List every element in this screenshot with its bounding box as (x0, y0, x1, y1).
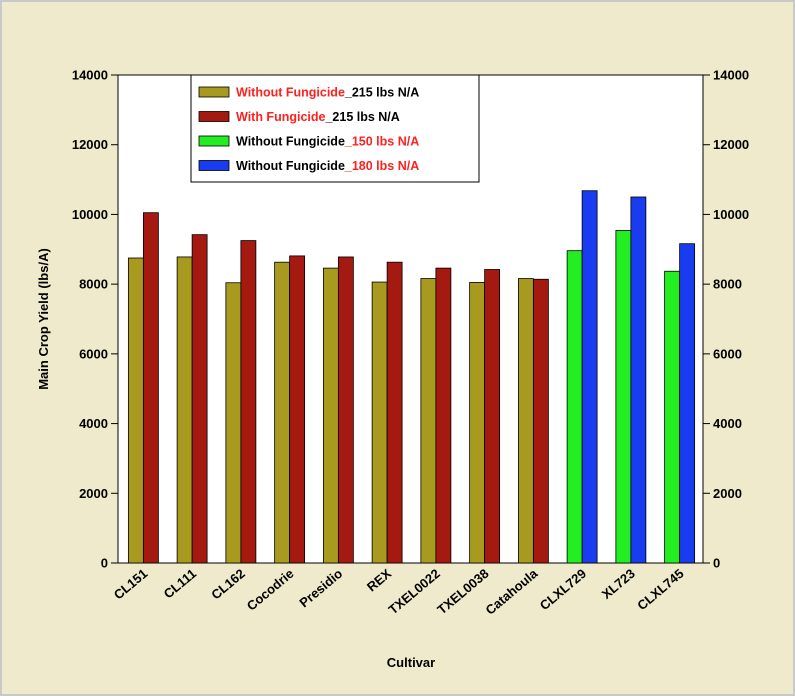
y-axis-title: Main Crop Yield (lbs/A) (36, 248, 51, 390)
legend-text-part: Without Fungicide (236, 159, 345, 173)
bar-wo215-cl111 (176, 256, 193, 564)
right-tick-label: 0 (713, 556, 720, 571)
right-tick-label: 4000 (713, 416, 742, 431)
legend-entry-wo215: Without Fungicide_215 lbs N/A (236, 86, 419, 100)
right-y-axis: 0 2000 4000 6000 8000 10000 12000 14000 (703, 68, 749, 571)
right-tick-label: 12000 (713, 137, 749, 152)
bar-wo180-clxl745 (679, 243, 696, 564)
legend-swatch-wo215 (198, 86, 230, 98)
left-y-axis: 0 2000 4000 6000 8000 10000 12000 14000 (72, 68, 118, 571)
bar-wo215-txel0038 (469, 281, 486, 564)
legend-swatch-wo180 (198, 160, 230, 171)
legend-text-part: Without Fungicide (236, 86, 345, 100)
x-axis-title: Cultivar (387, 655, 435, 670)
bar-wo215-rex (371, 281, 388, 564)
bar-w215-rex (386, 261, 403, 564)
right-tick-label: 6000 (713, 346, 742, 361)
bar-wo150-clxl745 (664, 270, 681, 564)
right-tick-label: 14000 (713, 68, 749, 83)
legend-swatch-w215 (198, 111, 230, 122)
legend-entry-w215: With Fungicide_215 lbs N/A (236, 110, 400, 124)
bar-w215-catahoula (532, 278, 549, 564)
bar-w215-presidio (337, 256, 354, 564)
legend-text-part: Without Fungicide (236, 135, 345, 149)
left-tick-label: 2000 (79, 486, 108, 501)
left-tick-label: 6000 (79, 346, 108, 361)
bar-w215-txel0038 (484, 269, 501, 564)
legend-entry-wo180: Without Fungicide_180 lbs N/A (236, 159, 419, 173)
bar-wo215-cl162 (225, 282, 242, 564)
legend-text-part: _215 lbs N/A (344, 86, 419, 100)
left-tick-label: 10000 (72, 207, 108, 222)
bar-wo215-cl151 (127, 257, 144, 564)
bar-wo215-presidio (322, 267, 339, 564)
legend-text-part: _215 lbs N/A (324, 110, 399, 124)
left-tick-label: 8000 (79, 277, 108, 292)
bar-wo215-catahoula (517, 278, 534, 564)
legend-entry-wo150: Without Fungicide_150 lbs N/A (236, 135, 419, 149)
bar-w215-txel0022 (435, 267, 452, 564)
right-tick-label: 8000 (713, 277, 742, 292)
bar-wo180-clxl729 (581, 190, 598, 564)
left-tick-label: 14000 (72, 68, 108, 83)
left-tick-label: 0 (101, 556, 108, 571)
right-tick-label: 2000 (713, 486, 742, 501)
legend-text-part: _150 lbs N/A (344, 135, 419, 149)
legend-swatch-wo150 (198, 135, 230, 147)
left-tick-label: 4000 (79, 416, 108, 431)
legend-text-part: With Fungicide (236, 110, 326, 124)
bar-wo180-xl723 (630, 196, 647, 564)
left-tick-label: 12000 (72, 137, 108, 152)
bar-wo150-clxl729 (566, 250, 583, 564)
bar-w215-cl111 (191, 234, 208, 564)
legend-text-part: _180 lbs N/A (344, 159, 419, 173)
bar-w215-cl151 (142, 212, 159, 564)
bar-w215-cl162 (240, 240, 257, 564)
bar-wo150-xl723 (615, 230, 632, 564)
bar-w215-cocodrie (289, 255, 306, 564)
bars-group (127, 190, 696, 564)
bar-wo215-txel0022 (420, 278, 437, 564)
bar-wo215-cocodrie (274, 261, 291, 564)
legend-box (190, 74, 480, 183)
right-tick-label: 10000 (713, 207, 749, 222)
